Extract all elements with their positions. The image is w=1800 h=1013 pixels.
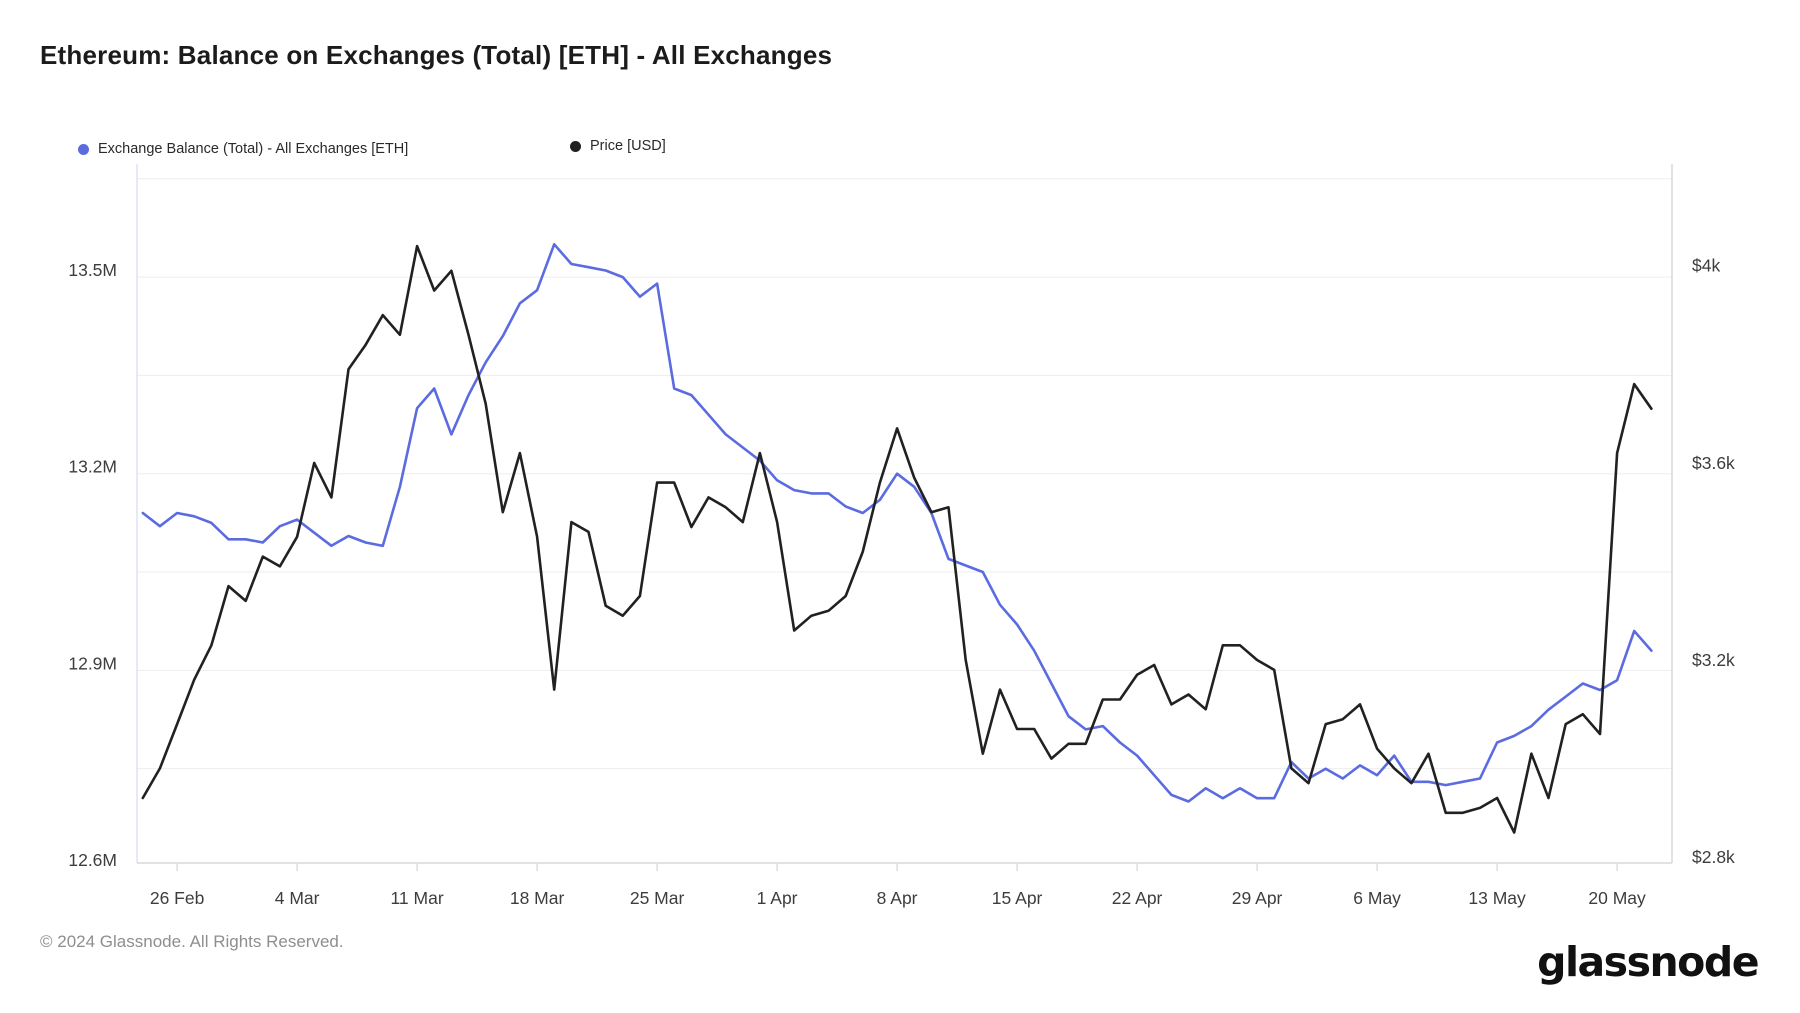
footer-copyright: © 2024 Glassnode. All Rights Reserved. — [40, 932, 344, 951]
chart-legend: Exchange Balance (Total) - All Exchanges… — [78, 138, 666, 160]
page-title: Ethereum: Balance on Exchanges (Total) [… — [40, 40, 833, 70]
right-axis-tick-label: $4k — [1692, 256, 1720, 276]
left-axis-tick-label: 12.6M — [68, 850, 117, 870]
x-tick-label: 29 Apr — [1232, 888, 1283, 908]
right-axis-tick-label: $2.8k — [1692, 847, 1735, 867]
legend-label-exchange-balance: Exchange Balance (Total) - All Exchanges… — [98, 141, 409, 157]
x-tick-label: 1 Apr — [757, 888, 798, 908]
x-tick-label: 13 May — [1468, 888, 1526, 908]
left-axis-tick-label: 13.2M — [68, 457, 117, 477]
x-tick-label: 4 Mar — [275, 888, 320, 908]
series-line-exchange-balance — [141, 243, 1653, 803]
series-line-price — [141, 244, 1653, 834]
legend-swatch-blue-icon — [78, 143, 89, 155]
legend-label-price: Price [USD] — [590, 138, 666, 154]
x-tick-label: 6 May — [1353, 888, 1401, 908]
x-tick-label: 8 Apr — [877, 888, 918, 908]
x-tick-label: 15 Apr — [992, 888, 1043, 908]
left-axis-tick-label: 12.9M — [68, 653, 117, 673]
left-axis-tick-label: 13.5M — [68, 260, 117, 280]
right-axis-tick-label: $3.2k — [1692, 650, 1735, 670]
legend-item-exchange-balance[interactable]: Exchange Balance (Total) - All Exchanges… — [78, 141, 408, 157]
x-tick-label: 22 Apr — [1112, 888, 1163, 908]
x-tick-label: 11 Mar — [391, 888, 444, 908]
glassnode-logo: glassnode — [1537, 938, 1759, 986]
x-tick-label: 20 May — [1588, 888, 1646, 908]
legend-swatch-black-icon — [570, 140, 581, 152]
x-tick-label: 25 Mar — [630, 888, 685, 908]
x-tick-label: 26 Feb — [150, 888, 204, 908]
legend-item-price[interactable]: Price [USD] — [570, 138, 666, 154]
x-tick-label: 18 Mar — [510, 888, 565, 908]
right-axis-tick-label: $3.6k — [1692, 453, 1735, 473]
